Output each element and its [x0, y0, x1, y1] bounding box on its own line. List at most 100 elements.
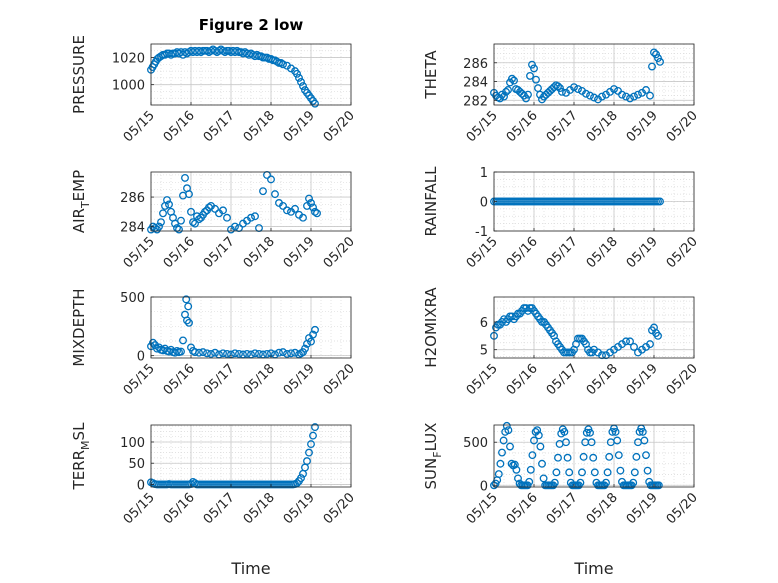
data-point — [498, 448, 506, 457]
data-point — [538, 459, 546, 468]
data-point — [297, 78, 305, 86]
data-point — [247, 213, 255, 222]
data-point — [279, 60, 287, 69]
data-point — [508, 74, 516, 83]
data-point — [159, 209, 167, 218]
data-point — [536, 442, 545, 451]
data-point — [309, 330, 317, 339]
y-tick-label: 6 — [480, 316, 488, 331]
data-point — [570, 83, 578, 92]
data-point — [652, 50, 660, 59]
data-point — [563, 453, 572, 462]
data-point — [590, 93, 598, 102]
data-point — [642, 86, 650, 94]
data-point — [201, 207, 209, 216]
data-point — [219, 206, 227, 215]
axes-box — [150, 43, 352, 106]
y-tick-label: 282 — [463, 94, 488, 109]
data-point — [626, 337, 634, 346]
data-point — [650, 48, 658, 57]
data-point — [496, 94, 504, 103]
data-point — [565, 468, 574, 477]
y-axis-label: H2OMIXRA — [422, 287, 440, 368]
data-point — [287, 349, 295, 358]
data-point — [223, 213, 231, 222]
data-point — [175, 225, 183, 234]
data-point — [556, 84, 564, 93]
data-point — [525, 477, 534, 486]
data-point — [283, 206, 291, 215]
y-axis-label: SUNFLUX — [422, 423, 444, 490]
data-point — [494, 470, 503, 479]
data-point — [526, 71, 534, 80]
data-point — [510, 460, 519, 469]
data-point — [279, 348, 287, 357]
data-point — [507, 459, 516, 468]
data-point — [605, 452, 614, 461]
data-point — [500, 92, 508, 101]
y-tick-label: 0 — [137, 350, 145, 365]
data-point — [634, 90, 642, 99]
data-point — [271, 190, 279, 199]
data-point — [512, 465, 521, 474]
data-point — [177, 216, 185, 225]
data-point — [530, 436, 538, 445]
data-point — [231, 222, 239, 231]
data-point — [207, 349, 215, 358]
data-point — [643, 466, 652, 475]
data-point — [293, 479, 301, 488]
data-point — [181, 173, 189, 182]
data-point — [255, 349, 263, 358]
data-point — [311, 99, 319, 108]
y-tick-label: 500 — [120, 291, 145, 306]
data-point — [219, 349, 227, 358]
data-point — [530, 64, 538, 73]
data-point — [506, 442, 514, 451]
data-point — [532, 75, 540, 84]
figure-title: Figure 2 low — [199, 16, 304, 34]
data-point — [185, 318, 193, 327]
y-tick-label: 50 — [128, 457, 145, 472]
x-axis-label-right: Time — [573, 559, 613, 578]
data-point — [598, 92, 606, 101]
data-point — [611, 427, 620, 436]
data-point — [184, 302, 193, 311]
data-point — [311, 207, 319, 216]
data-point — [642, 451, 650, 460]
data-point — [630, 342, 638, 351]
data-point — [602, 478, 610, 487]
data-point — [499, 436, 508, 445]
y-axis-label: AIRTEMP — [70, 170, 92, 233]
data-point — [558, 87, 566, 96]
axes-box — [493, 296, 695, 359]
y-tick-label: -1 — [475, 225, 488, 240]
y-tick-label: 284 — [120, 221, 145, 236]
data-point — [195, 348, 203, 357]
y-tick-label: 5 — [480, 344, 488, 359]
data-point — [528, 451, 537, 460]
y-axis-label: TERRMSL — [70, 422, 92, 491]
data-point — [504, 86, 512, 94]
data-point — [598, 351, 606, 360]
data-point — [638, 427, 647, 436]
data-point — [299, 82, 307, 90]
data-point — [502, 421, 511, 430]
data-point — [582, 89, 590, 98]
data-point — [654, 331, 662, 340]
data-point — [211, 204, 219, 213]
data-point — [622, 92, 630, 101]
data-point — [155, 222, 163, 231]
data-point — [578, 468, 586, 477]
y-tick-label: 286 — [463, 57, 488, 72]
data-point — [554, 82, 562, 91]
data-point — [613, 436, 622, 445]
data-point — [305, 448, 313, 457]
data-point — [504, 426, 513, 435]
y-axis-label: THETA — [422, 50, 440, 100]
y-tick-label: 284 — [463, 76, 488, 91]
data-point — [299, 213, 307, 222]
data-point — [616, 466, 625, 475]
y-tick-label: 1020 — [112, 52, 145, 67]
data-point — [632, 452, 641, 461]
axes-box — [150, 171, 352, 232]
